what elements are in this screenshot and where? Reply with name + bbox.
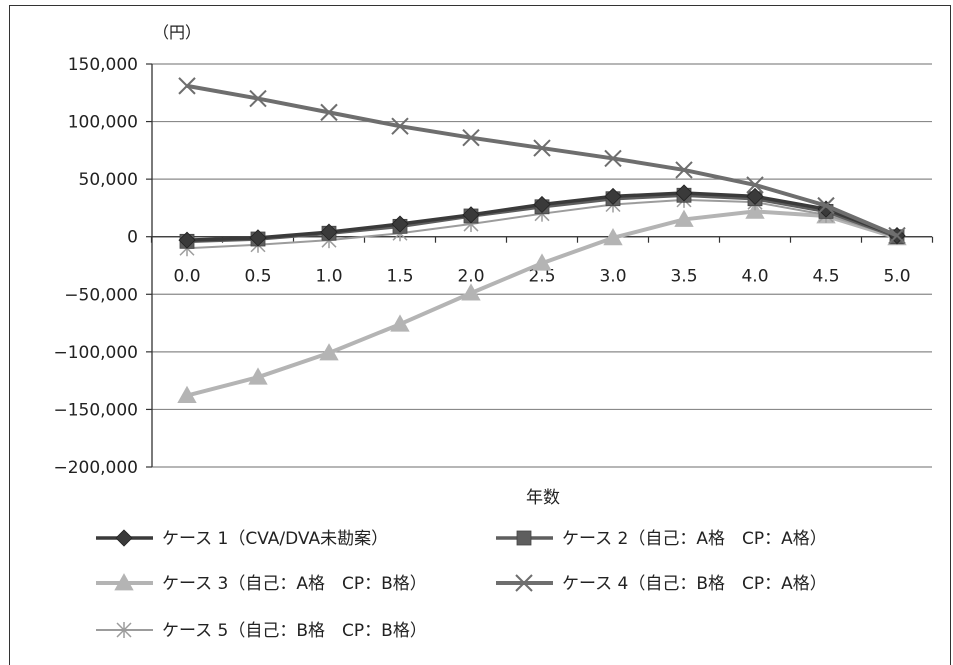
x-tick-label: 5.0 <box>883 267 910 287</box>
legend-item-2: ケース 2（自己：A格 CP：A格） <box>496 529 827 549</box>
data-point-x <box>320 103 338 122</box>
series-4 <box>178 77 906 245</box>
data-point-x <box>604 149 622 168</box>
legend-label: ケース 2（自己：A格 CP：A格） <box>562 529 827 549</box>
y-tick-label: −50,000 <box>64 285 138 305</box>
data-point-x <box>515 574 533 592</box>
data-point-triangle <box>114 573 134 591</box>
y-tick-label: −200,000 <box>53 458 138 478</box>
x-tick-label: 1.5 <box>386 267 413 287</box>
data-point-diamond <box>533 195 551 214</box>
x-tick-label: 3.0 <box>599 267 626 287</box>
data-point-triangle <box>248 367 268 385</box>
x-axis-label: 年数 <box>526 488 560 508</box>
data-point-x <box>675 161 693 179</box>
legend-label: ケース 1（CVA/DVA未勘案） <box>162 529 388 549</box>
y-tick-label: −150,000 <box>53 400 138 420</box>
legend-label: ケース 4（自己：B格 CP：A格） <box>562 574 827 594</box>
data-point-diamond <box>249 229 267 247</box>
y-tick-labels: 150,000 100,000 50,000 0 −50,000 −100,000 −150… <box>53 55 138 478</box>
x-tick-label: 3.5 <box>670 267 697 287</box>
y-tick-label: 50,000 <box>79 170 138 190</box>
data-point-diamond <box>604 187 622 205</box>
data-point-diamond <box>178 231 196 249</box>
data-point-x <box>178 77 196 95</box>
x-tick-label: 4.5 <box>812 267 839 287</box>
data-point-diamond <box>675 184 693 202</box>
data-point-diamond <box>391 215 409 233</box>
y-tick-label: 100,000 <box>68 113 138 133</box>
legend-item-4: ケース 4（自己：B格 CP：A格） <box>496 574 827 594</box>
data-point-diamond <box>115 529 133 547</box>
data-point-triangle <box>461 283 481 301</box>
data-point-diamond <box>462 206 480 224</box>
series-3 <box>177 201 907 404</box>
x-tick-label: 2.0 <box>457 267 484 287</box>
data-point-x <box>533 139 551 157</box>
x-tick-labels: 0.0 0.5 1.0 1.5 2.0 2.5 3.0 3.5 4.0 4.5 5.0 <box>173 267 910 287</box>
data-point-square <box>516 530 532 546</box>
legend-item-5: ケース 5（自己：B格 CP：B格） <box>96 621 427 641</box>
legend-label: ケース 5（自己：B格 CP：B格） <box>162 621 427 641</box>
data-point-triangle <box>177 385 197 404</box>
chart-frame <box>9 5 951 665</box>
gridlines <box>146 63 932 468</box>
x-tick-label: 0.0 <box>173 267 200 287</box>
data-point-x <box>249 89 267 108</box>
y-unit-label: （円） <box>153 23 201 42</box>
data-point-triangle <box>603 228 623 246</box>
data-point-x <box>746 176 764 194</box>
legend-item-3: ケース 3（自己：A格 CP：B格） <box>96 573 427 594</box>
legend-item-1: ケース 1（CVA/DVA未勘案） <box>96 529 388 549</box>
data-point-x <box>817 196 835 215</box>
legend: ケース 1（CVA/DVA未勘案） ケース 2（自己：A格 CP：A格） ケース 3… <box>96 529 827 641</box>
data-point-diamond <box>320 223 338 241</box>
data-point-x <box>462 128 480 147</box>
data-point-star <box>116 622 132 638</box>
data-point-triangle <box>319 343 339 361</box>
data-point-x <box>391 117 409 135</box>
data-point-triangle <box>745 201 765 219</box>
legend-label: ケース 3（自己：A格 CP：B格） <box>162 574 427 594</box>
y-tick-label: −100,000 <box>53 343 138 363</box>
series-lines <box>177 77 907 404</box>
data-point-diamond <box>746 187 764 205</box>
data-point-triangle <box>532 253 552 271</box>
x-tick-label: 2.5 <box>528 267 555 287</box>
data-point-triangle <box>674 209 694 227</box>
y-tick-label: 150,000 <box>68 55 138 75</box>
x-tick-label: 4.0 <box>741 267 768 287</box>
data-point-triangle <box>390 314 410 332</box>
x-tick-label: 1.0 <box>315 267 342 287</box>
x-tick-label: 0.5 <box>244 267 271 287</box>
y-tick-label: 0 <box>127 228 138 248</box>
data-point-x <box>888 226 906 245</box>
